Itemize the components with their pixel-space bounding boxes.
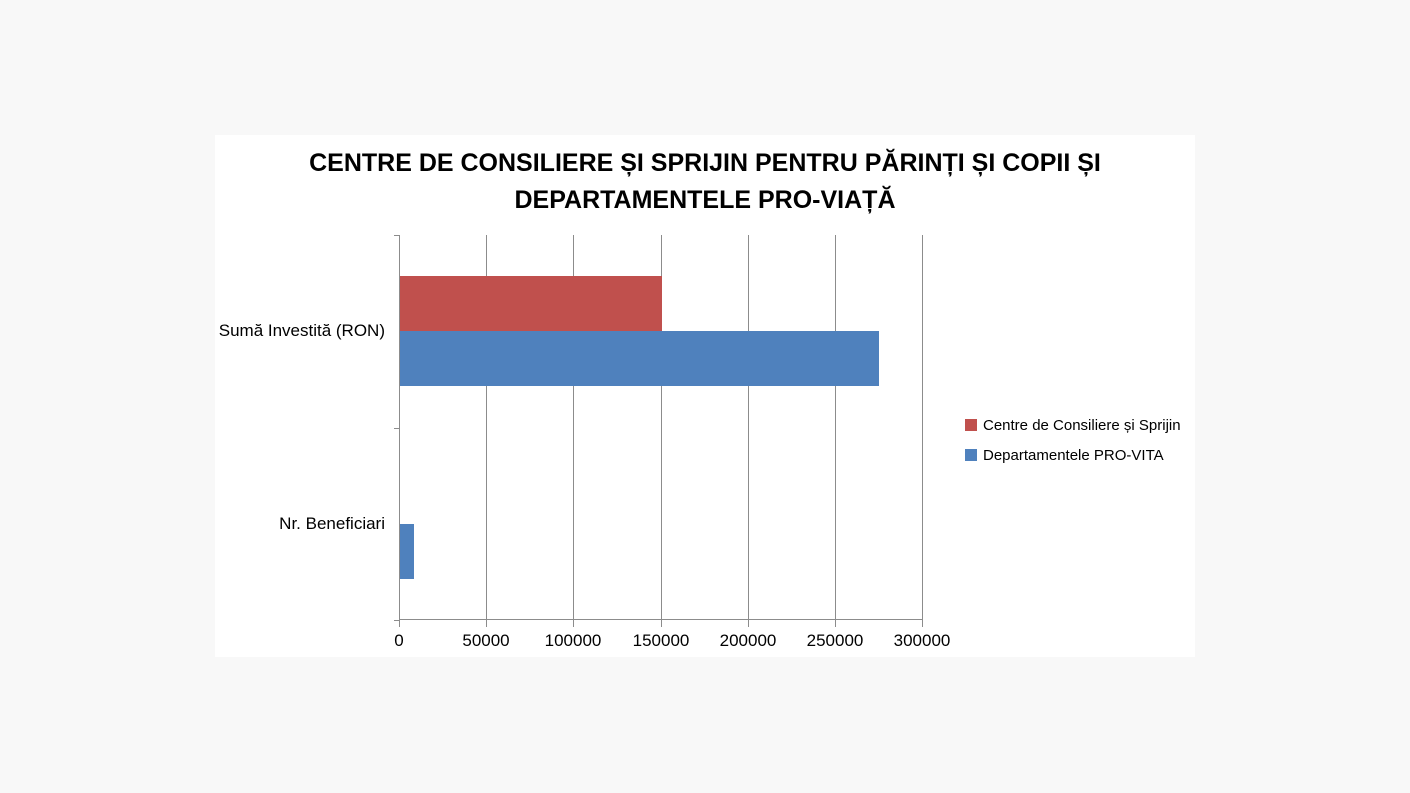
x-axis-tick-50000 (486, 620, 487, 627)
x-axis-tick-0 (399, 620, 400, 627)
bar-series-1-category-1 (400, 524, 414, 579)
legend-item-centre: Centre de Consiliere și Sprijin (965, 410, 1181, 440)
x-axis-tick-label-100000: 100000 (544, 631, 602, 650)
gridline-x-100000 (573, 235, 574, 620)
x-axis-tick-label-250000: 250000 (806, 631, 864, 650)
x-axis-tick-label-200000: 200000 (719, 631, 777, 650)
category-label-nr-beneficiari: Nr. Beneficiari (279, 514, 385, 533)
gridline-x-200000 (748, 235, 749, 620)
y-axis-tick-2 (394, 620, 399, 621)
x-axis-tick-label-50000: 50000 (462, 631, 510, 650)
x-axis-tick-label-0: 0 (394, 631, 404, 650)
chart-canvas: CENTRE DE CONSILIERE ȘI SPRIJIN PENTRU P… (215, 135, 1195, 657)
gridline-x-50000 (486, 235, 487, 620)
legend-label-departamentele: Departamentele PRO-VITA (983, 446, 1164, 464)
legend: Centre de Consiliere și Sprijin Departam… (965, 410, 1181, 470)
category-label-suma-investita: Sumă Investită (RON) (218, 321, 385, 340)
y-axis-tick-1 (394, 428, 399, 429)
chart-title-line-2: DEPARTAMENTELE PRO-VIAȚĂ (514, 186, 896, 214)
x-axis-tick-150000 (661, 620, 662, 627)
bar-series-0-category-0 (400, 276, 662, 331)
legend-swatch-centre-icon (965, 419, 977, 431)
y-axis-tick-0 (394, 235, 399, 236)
legend-label-centre: Centre de Consiliere și Sprijin (983, 416, 1181, 434)
legend-swatch-departamentele-icon (965, 449, 977, 461)
legend-item-departamentele: Departamentele PRO-VITA (965, 440, 1181, 470)
gridline-x-250000 (835, 235, 836, 620)
x-axis-tick-200000 (748, 620, 749, 627)
x-axis-tick-label-300000: 300000 (893, 631, 951, 650)
gridline-x-150000 (661, 235, 662, 620)
gridline-x-300000 (922, 235, 923, 620)
plot-area (399, 235, 922, 620)
bar-series-1-category-0 (400, 331, 879, 386)
x-axis-tick-label-150000: 150000 (632, 631, 690, 650)
chart-title: CENTRE DE CONSILIERE ȘI SPRIJIN PENTRU P… (215, 145, 1195, 219)
x-axis-tick-250000 (835, 620, 836, 627)
x-axis-tick-100000 (573, 620, 574, 627)
chart-title-line-1: CENTRE DE CONSILIERE ȘI SPRIJIN PENTRU P… (309, 149, 1101, 177)
x-axis-tick-300000 (922, 620, 923, 627)
